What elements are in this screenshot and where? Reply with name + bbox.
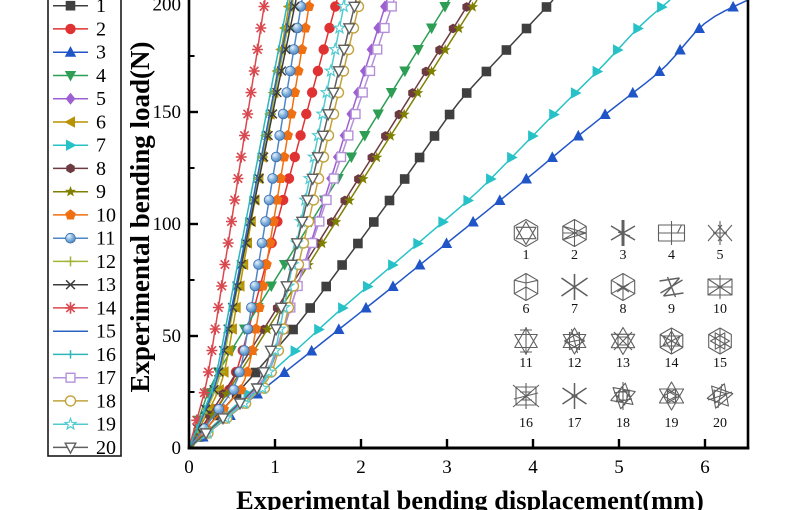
svg-text:6: 6 [523, 302, 530, 317]
svg-text:4: 4 [668, 248, 675, 263]
svg-text:1: 1 [523, 248, 530, 263]
svg-text:2: 2 [356, 457, 366, 478]
svg-text:1: 1 [96, 0, 106, 17]
svg-text:5: 5 [614, 457, 624, 478]
svg-text:0: 0 [184, 457, 194, 478]
svg-text:17: 17 [568, 416, 582, 431]
svg-text:15: 15 [96, 321, 116, 343]
svg-text:6: 6 [96, 111, 106, 133]
svg-text:2: 2 [571, 248, 578, 263]
svg-text:7: 7 [96, 135, 106, 157]
svg-text:3: 3 [620, 248, 627, 263]
svg-text:13: 13 [96, 274, 116, 296]
svg-text:13: 13 [616, 356, 630, 371]
svg-text:8: 8 [96, 158, 106, 180]
svg-text:15: 15 [713, 356, 727, 371]
svg-text:18: 18 [96, 390, 116, 412]
svg-text:6: 6 [700, 457, 710, 478]
svg-text:16: 16 [519, 416, 533, 431]
svg-text:14: 14 [96, 297, 116, 319]
svg-text:Experimental bending load(N): Experimental bending load(N) [125, 41, 155, 392]
svg-text:20: 20 [96, 437, 116, 459]
svg-text:50: 50 [162, 326, 181, 347]
svg-text:11: 11 [96, 228, 115, 250]
svg-text:10: 10 [713, 302, 727, 317]
svg-text:3: 3 [442, 457, 452, 478]
svg-text:18: 18 [616, 416, 630, 431]
svg-text:7: 7 [571, 302, 578, 317]
svg-text:20: 20 [713, 416, 727, 431]
svg-text:2: 2 [96, 19, 106, 41]
svg-text:12: 12 [568, 356, 582, 371]
svg-text:11: 11 [519, 356, 532, 371]
svg-text:150: 150 [153, 102, 182, 123]
svg-text:19: 19 [96, 414, 116, 436]
svg-text:9: 9 [668, 302, 675, 317]
svg-text:100: 100 [153, 214, 182, 235]
svg-text:5: 5 [96, 88, 106, 110]
svg-text:10: 10 [96, 204, 116, 226]
svg-text:8: 8 [620, 302, 627, 317]
svg-text:4: 4 [528, 457, 538, 478]
svg-text:14: 14 [665, 356, 679, 371]
svg-text:9: 9 [96, 181, 106, 203]
svg-text:19: 19 [665, 416, 679, 431]
svg-text:5: 5 [717, 248, 724, 263]
svg-text:200: 200 [153, 0, 182, 16]
svg-text:4: 4 [96, 65, 106, 87]
svg-text:1: 1 [270, 457, 280, 478]
svg-text:17: 17 [96, 367, 116, 389]
svg-text:Experimental bending displacem: Experimental bending displacement(mm) [236, 485, 704, 510]
svg-text:0: 0 [172, 438, 182, 459]
svg-text:3: 3 [96, 42, 106, 64]
svg-text:16: 16 [96, 344, 116, 366]
svg-text:12: 12 [96, 251, 116, 273]
